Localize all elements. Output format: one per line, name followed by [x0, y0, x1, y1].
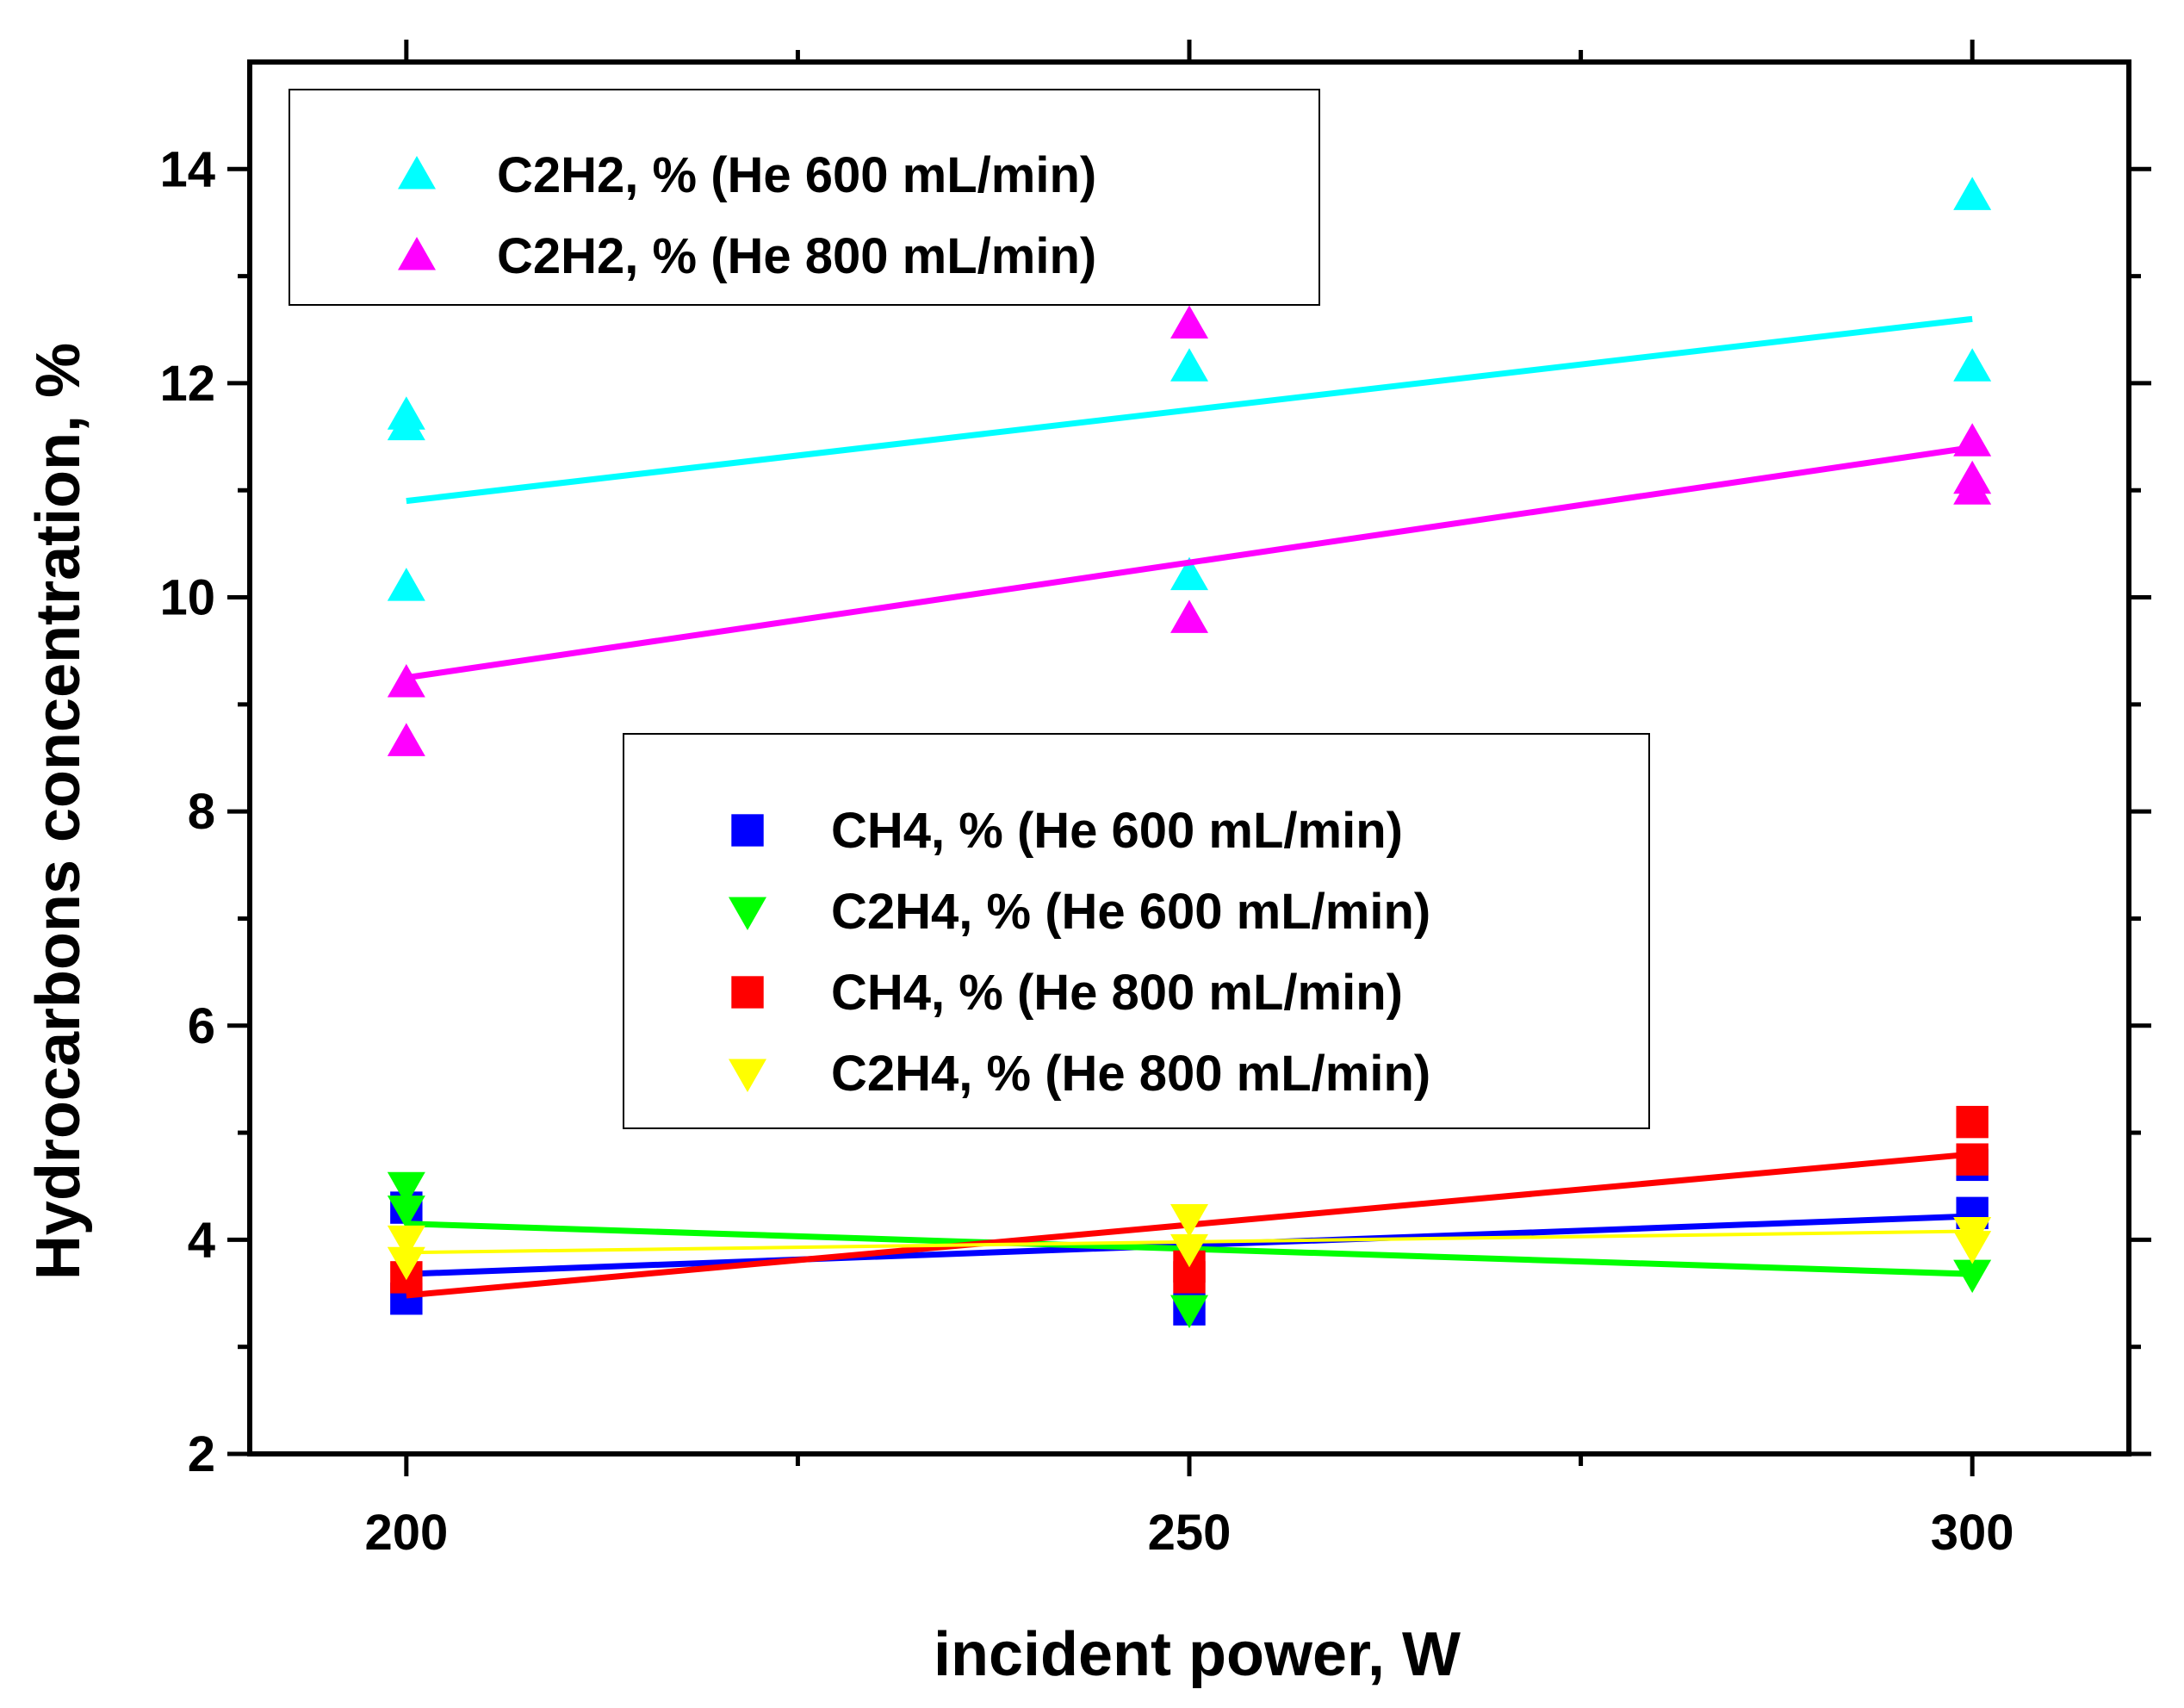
axes: 2 4 6 8 10 12 14 200 250 300: [159, 40, 2151, 1561]
data-point: [1956, 1105, 1989, 1139]
legend-marker: [729, 1059, 766, 1092]
data-point: [387, 1196, 425, 1229]
x-tick-label: 300: [1931, 1505, 2014, 1561]
legend-marker: [731, 814, 764, 847]
y-tick-label: 10: [159, 570, 215, 626]
y-axis-title: Hydrocarbons concentration, %: [24, 343, 93, 1280]
data-point: [387, 1171, 425, 1206]
data-point: [387, 663, 425, 698]
data-point: [1953, 1231, 1992, 1264]
data-point: [1170, 348, 1208, 382]
legend-box: [289, 89, 1320, 306]
series-1: [387, 177, 1992, 601]
legend-marker: [398, 237, 436, 270]
data-point: [1170, 556, 1208, 591]
data-point: [387, 723, 425, 756]
data-point: [1953, 348, 1992, 382]
legend-label: C2H2, % (He 800 mL/min): [497, 228, 1096, 284]
data-point: [387, 1225, 425, 1259]
plot-area: [387, 177, 1992, 1329]
legend-marker: [731, 976, 764, 1009]
data-point: [1170, 1295, 1208, 1329]
legend-label: CH4, % (He 800 mL/min): [831, 965, 1403, 1021]
legend-2: CH4, % (He 600 mL/min) C2H4, % (He 600 mL…: [623, 733, 1650, 1129]
y-tick-label: 14: [159, 141, 215, 197]
y-tick-label: 12: [159, 356, 215, 412]
data-point: [387, 568, 425, 601]
y-tick-label: 2: [188, 1426, 215, 1482]
data-point: [387, 407, 425, 441]
fit-line: [406, 315, 1973, 505]
data-point: [1953, 1259, 1992, 1294]
y-tick-label: 8: [188, 784, 215, 840]
legend-label: CH4, % (He 600 mL/min): [831, 803, 1403, 859]
legend-marker: [398, 156, 436, 189]
x-tick-label: 250: [1148, 1505, 1232, 1561]
data-point: [1953, 471, 1992, 505]
x-tick-label: 200: [364, 1505, 448, 1561]
legend-label: C2H4, % (He 600 mL/min): [831, 884, 1430, 940]
y-tick-label: 6: [188, 998, 215, 1054]
data-point: [1170, 305, 1208, 339]
y-tick-label: 4: [188, 1212, 215, 1268]
legend-box: [623, 733, 1650, 1129]
legends: C2H2, % (He 600 mL/min) C2H2, % (He 800 m…: [289, 89, 1650, 1129]
data-point: [1170, 599, 1208, 633]
legend-label: C2H4, % (He 800 mL/min): [831, 1046, 1430, 1102]
data-point: [1956, 1143, 1989, 1176]
fit-line: [406, 1229, 1973, 1255]
data-point: [387, 1246, 425, 1281]
legend-marker: [729, 897, 766, 930]
fit-line: [406, 444, 1973, 681]
data-point: [1953, 177, 1992, 210]
legend-1: C2H2, % (He 600 mL/min) C2H2, % (He 800 m…: [289, 89, 1320, 306]
series-6: [387, 1204, 1992, 1281]
data-point: [1170, 1204, 1208, 1238]
legend-label: C2H2, % (He 600 mL/min): [497, 147, 1096, 203]
x-axis-title: incident power, W: [934, 1620, 1461, 1689]
series-2: [387, 305, 1992, 756]
